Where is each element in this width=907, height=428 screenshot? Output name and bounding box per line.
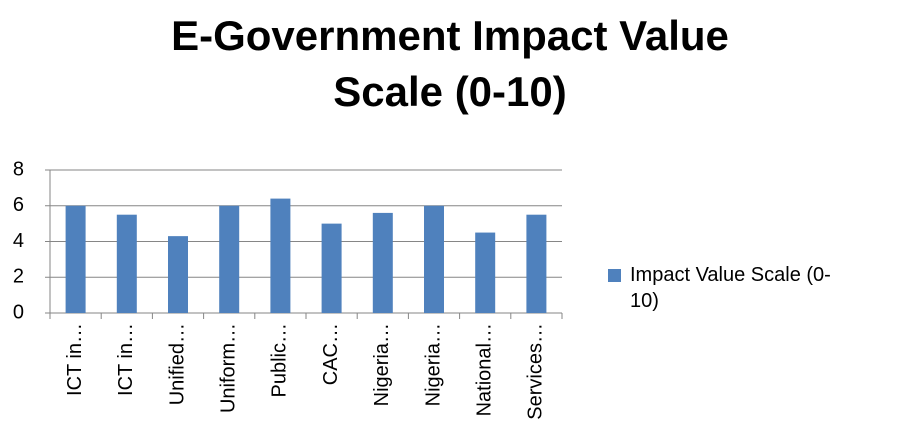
- bar: [526, 214, 547, 313]
- x-tick-label: Unified…: [166, 323, 188, 405]
- x-tick-label: Nigeria…: [371, 323, 393, 406]
- y-tick-label: 2: [13, 266, 24, 288]
- x-tick-label: Nigeria…: [422, 323, 444, 406]
- bar: [372, 212, 393, 313]
- y-tick-label: 4: [13, 230, 24, 252]
- x-tick-label: Uniform…: [217, 323, 239, 413]
- x-tick-label: CAC…: [320, 323, 342, 385]
- y-tick-label: 6: [13, 194, 24, 216]
- x-tick-label: National…: [473, 323, 495, 416]
- chart-title: E-Government Impact Value Scale (0-10): [171, 12, 729, 115]
- bar: [219, 205, 240, 313]
- bar: [475, 232, 496, 313]
- x-tick-label: Services…: [525, 323, 547, 420]
- y-tick-label: 8: [13, 158, 24, 180]
- bar: [116, 214, 137, 313]
- legend-swatch: [608, 269, 621, 282]
- x-tick-label: ICT in…: [115, 323, 137, 396]
- y-tick-label: 0: [13, 301, 24, 323]
- bar: [321, 223, 342, 313]
- bar: [168, 236, 188, 313]
- bar: [270, 198, 291, 313]
- x-tick-label: Public…: [269, 323, 291, 397]
- legend-label: Impact Value Scale (0-10): [630, 264, 831, 312]
- bar: [65, 205, 86, 313]
- bar: [424, 205, 444, 313]
- x-tick-label: ICT in…: [64, 323, 86, 396]
